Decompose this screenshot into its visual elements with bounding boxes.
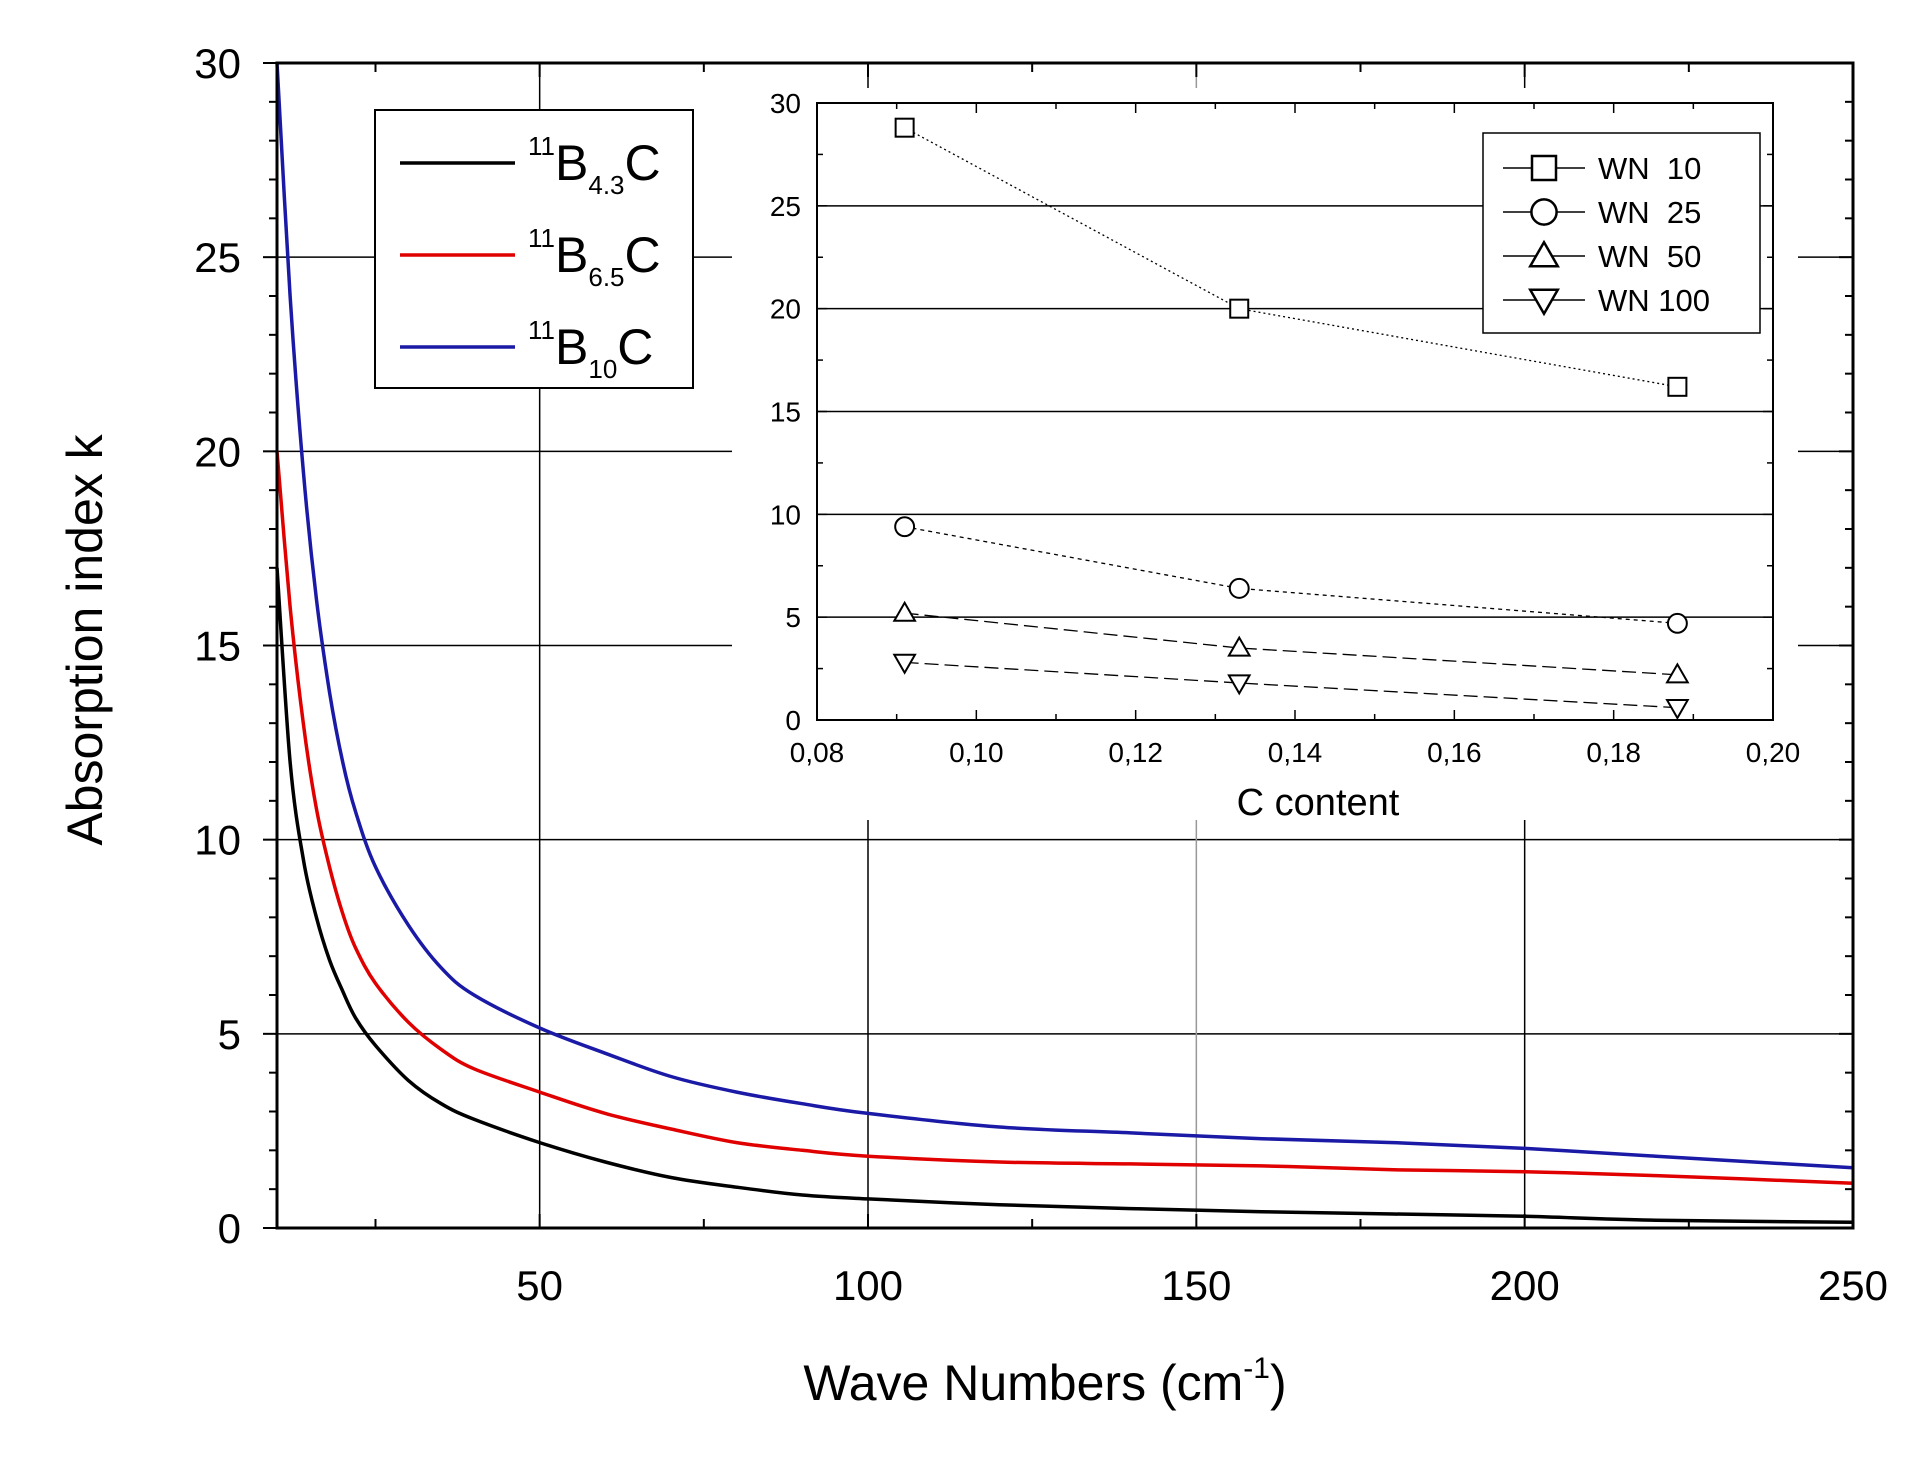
main-legend-box — [374, 109, 694, 389]
circle-marker — [1666, 612, 1688, 634]
main-x-axis-title-close: ) — [1270, 1355, 1287, 1411]
triangle-down-marker — [1227, 674, 1252, 696]
main-y-tick-label: 25 — [194, 234, 241, 281]
inset-y-tick-label: 30 — [770, 88, 801, 119]
triangle-up-marker — [1528, 239, 1560, 268]
main-x-tick-label: 250 — [1818, 1262, 1888, 1309]
inset-legend: WN 10 WN 25 WN 50 WN 100 — [1482, 132, 1761, 334]
main-legend-label-part: B — [555, 319, 588, 375]
main-legend-label-part: C — [617, 319, 653, 375]
main-y-tick-label: 0 — [218, 1205, 241, 1252]
inset-x-tick-label: 0,18 — [1586, 737, 1641, 768]
main-x-axis-title-main: Wave Numbers (cm — [803, 1355, 1243, 1411]
triangle-up-marker — [892, 600, 917, 622]
inset-series-line-4 — [904, 661, 1678, 709]
circle-marker — [894, 516, 916, 538]
main-legend-label: 11B4.3C — [528, 131, 661, 200]
inset-legend-label: WN 25 — [1598, 195, 1701, 230]
circle-marker — [1530, 198, 1558, 226]
inset-legend-label: WN 10 — [1598, 151, 1701, 186]
main-x-tick-label: 50 — [516, 1262, 563, 1309]
main-series — [275, 62, 1854, 1224]
circle-marker — [1228, 577, 1250, 599]
inset-y-tick-label: 10 — [770, 499, 801, 530]
inset-x-tick-label: 0,16 — [1427, 737, 1482, 768]
main-legend-label: 11B10C — [528, 315, 653, 384]
main-legend-label-part: 11 — [528, 131, 555, 161]
inset-x-axis-title: C content — [1237, 782, 1400, 824]
inset-series-line-3 — [904, 612, 1678, 676]
triangle-up-marker — [1665, 662, 1690, 684]
main-y-tick-label: 10 — [194, 817, 241, 864]
inset-series-line-2 — [904, 526, 1678, 624]
main-legend-label-part: 4.3 — [588, 170, 624, 200]
series-line-3 — [275, 62, 1854, 1170]
main-y-axis-title: Absorption index k — [57, 433, 113, 845]
main-y-tick-label: 20 — [194, 428, 241, 475]
main-y-tick-label: 30 — [194, 40, 241, 87]
main-legend-label-part: 11 — [528, 223, 555, 253]
inset-legend-label: WN 50 — [1598, 239, 1701, 274]
main-legend-label-part: 6.5 — [588, 262, 624, 292]
main-x-tick-label: 100 — [833, 1262, 903, 1309]
inset-x-tick-label: 0,08 — [790, 737, 845, 768]
inset-y-tick-label: 25 — [770, 191, 801, 222]
main-x-axis-title: Wave Numbers (cm-1) — [803, 1352, 1286, 1411]
triangle-down-marker — [1528, 288, 1560, 317]
main-legend-label-part: 11 — [528, 315, 555, 345]
square-marker — [1667, 376, 1688, 397]
inset-markers — [892, 117, 1690, 721]
main-plot-frame — [275, 61, 1855, 1230]
inset-x-tick-label: 0,20 — [1746, 737, 1801, 768]
series-line-2 — [275, 451, 1854, 1186]
square-marker — [894, 117, 915, 138]
square-marker — [1229, 298, 1250, 319]
inset-y-tick-label: 20 — [770, 294, 801, 325]
square-marker — [1530, 154, 1558, 182]
triangle-down-marker — [892, 653, 917, 675]
series-line-1 — [275, 567, 1854, 1224]
inset-x-tick-label: 0,14 — [1268, 737, 1323, 768]
main-x-tick-label: 150 — [1161, 1262, 1231, 1309]
main-x-tick-label: 200 — [1490, 1262, 1560, 1309]
main-legend-label-part: C — [625, 227, 661, 283]
inset-x-tick-label: 0,10 — [949, 737, 1004, 768]
inset-y-tick-label: 15 — [770, 397, 801, 428]
inset-y-tick-label: 5 — [785, 602, 801, 633]
inset-y-tick-label: 0 — [785, 705, 801, 736]
main-legend-label-part: C — [625, 135, 661, 191]
inset-tick-labels: 0,08 0,10 0,12 0,14 0,16 0,18 0,20 0 5 10 15 20 25 30 — [770, 88, 1800, 768]
inset-plot-frame — [816, 102, 1774, 721]
main-x-axis-title-sup: -1 — [1243, 1352, 1270, 1385]
triangle-up-marker — [1227, 635, 1252, 657]
inset-legend-label: WN 100 — [1598, 283, 1710, 318]
main-legend-label-part: 10 — [588, 354, 617, 384]
main-legend-label: 11B6.5C — [528, 223, 661, 292]
triangle-down-marker — [1665, 699, 1690, 721]
main-y-tick-label: 15 — [194, 623, 241, 670]
main-y-tick-label: 5 — [218, 1011, 241, 1058]
inset-x-tick-label: 0,12 — [1108, 737, 1163, 768]
main-legend-label-part: B — [555, 227, 588, 283]
main-legend-label-part: B — [555, 135, 588, 191]
